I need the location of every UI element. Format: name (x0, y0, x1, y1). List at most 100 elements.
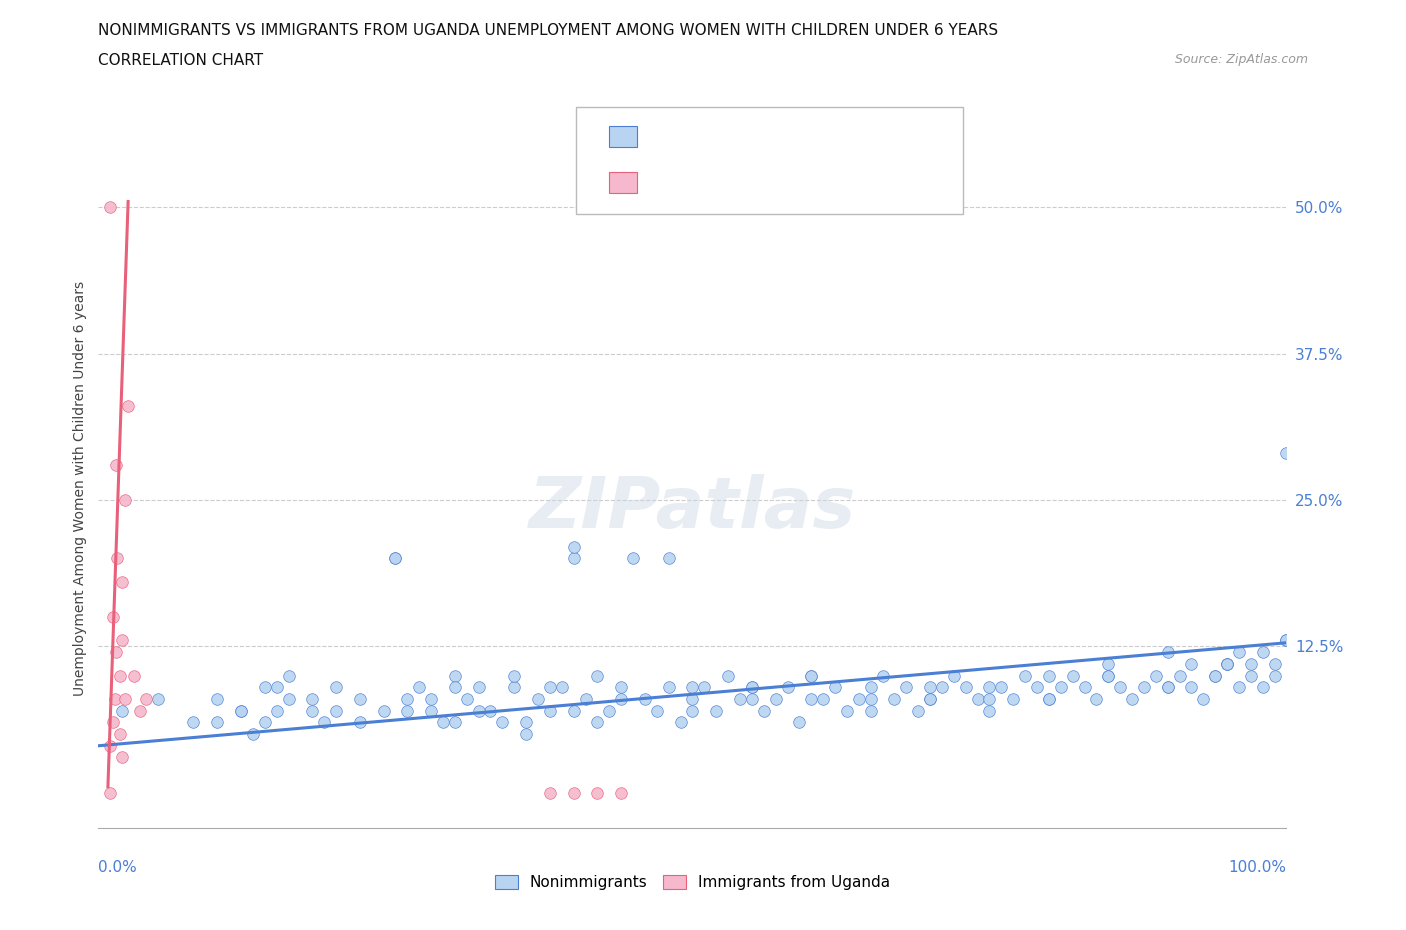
Point (551, 680, 574, 695)
Point (444, 668, 467, 683)
Point (114, 692, 136, 707)
Point (515, 715, 537, 730)
Point (467, 680, 489, 695)
Point (515, 726, 537, 741)
Point (1216, 657, 1239, 671)
Point (1204, 668, 1226, 683)
Point (1275, 633, 1298, 648)
Point (98, 200, 121, 215)
Point (1097, 657, 1119, 671)
Point (108, 726, 131, 741)
Point (207, 715, 229, 730)
Point (610, 785, 633, 800)
Point (1240, 668, 1263, 683)
Point (681, 680, 703, 695)
Point (1109, 680, 1132, 695)
Point (1216, 657, 1239, 671)
Point (1014, 668, 1036, 683)
Point (253, 715, 276, 730)
Text: N =: N = (763, 127, 803, 146)
Point (1144, 668, 1167, 683)
Point (621, 551, 644, 566)
Point (920, 680, 942, 695)
Point (1192, 692, 1215, 707)
Point (907, 703, 929, 718)
Text: 0.0%: 0.0% (98, 860, 138, 875)
Point (408, 680, 430, 695)
Point (266, 703, 288, 718)
Point (1156, 680, 1178, 695)
Point (586, 785, 609, 800)
Point (107, 551, 129, 566)
Text: 100.0%: 100.0% (1229, 860, 1286, 875)
Text: 24: 24 (803, 173, 825, 192)
Point (883, 692, 905, 707)
Point (432, 715, 454, 730)
Point (538, 785, 561, 800)
Point (1240, 657, 1263, 671)
Point (1097, 668, 1119, 683)
Point (1049, 680, 1071, 695)
Point (562, 703, 585, 718)
Point (183, 715, 205, 730)
Point (789, 715, 811, 730)
Text: 141: 141 (803, 127, 837, 146)
Point (728, 692, 751, 707)
Point (598, 703, 620, 718)
Point (1251, 680, 1274, 695)
Point (920, 692, 942, 707)
Point (111, 575, 134, 590)
Point (1026, 680, 1049, 695)
Point (645, 703, 668, 718)
Point (207, 692, 229, 707)
Point (610, 692, 633, 707)
Point (800, 692, 823, 707)
Point (776, 680, 799, 695)
Point (1121, 692, 1143, 707)
Point (444, 680, 467, 695)
Point (1085, 692, 1108, 707)
Point (101, 715, 124, 730)
Point (681, 703, 703, 718)
Point (384, 551, 406, 566)
Point (811, 692, 834, 707)
Point (108, 668, 131, 683)
Point (765, 692, 787, 707)
Point (741, 680, 763, 695)
Point (741, 692, 763, 707)
Point (942, 668, 965, 683)
Point (242, 726, 264, 741)
Point (859, 692, 882, 707)
Point (396, 703, 419, 718)
Point (111, 750, 134, 764)
Point (538, 703, 561, 718)
Point (301, 703, 323, 718)
Text: R =: R = (651, 173, 690, 192)
Point (872, 668, 894, 683)
Point (325, 680, 347, 695)
Text: R =: R = (651, 127, 690, 146)
Point (98, 785, 121, 800)
Point (1073, 680, 1095, 695)
Point (101, 609, 124, 624)
Point (122, 668, 145, 683)
Point (658, 680, 681, 695)
Text: CORRELATION CHART: CORRELATION CHART (98, 53, 263, 68)
Point (277, 692, 299, 707)
Point (835, 703, 858, 718)
Point (1251, 644, 1274, 659)
Point (1133, 680, 1156, 695)
Point (1038, 668, 1060, 683)
Point (111, 633, 134, 648)
Point (349, 692, 371, 707)
Point (1062, 668, 1084, 683)
Point (859, 680, 882, 695)
Point (1168, 668, 1191, 683)
Text: N =: N = (763, 173, 803, 192)
Point (229, 703, 252, 718)
Point (1180, 680, 1202, 695)
Point (503, 668, 526, 683)
Point (979, 692, 1001, 707)
Point (896, 680, 918, 695)
Point (859, 703, 882, 718)
